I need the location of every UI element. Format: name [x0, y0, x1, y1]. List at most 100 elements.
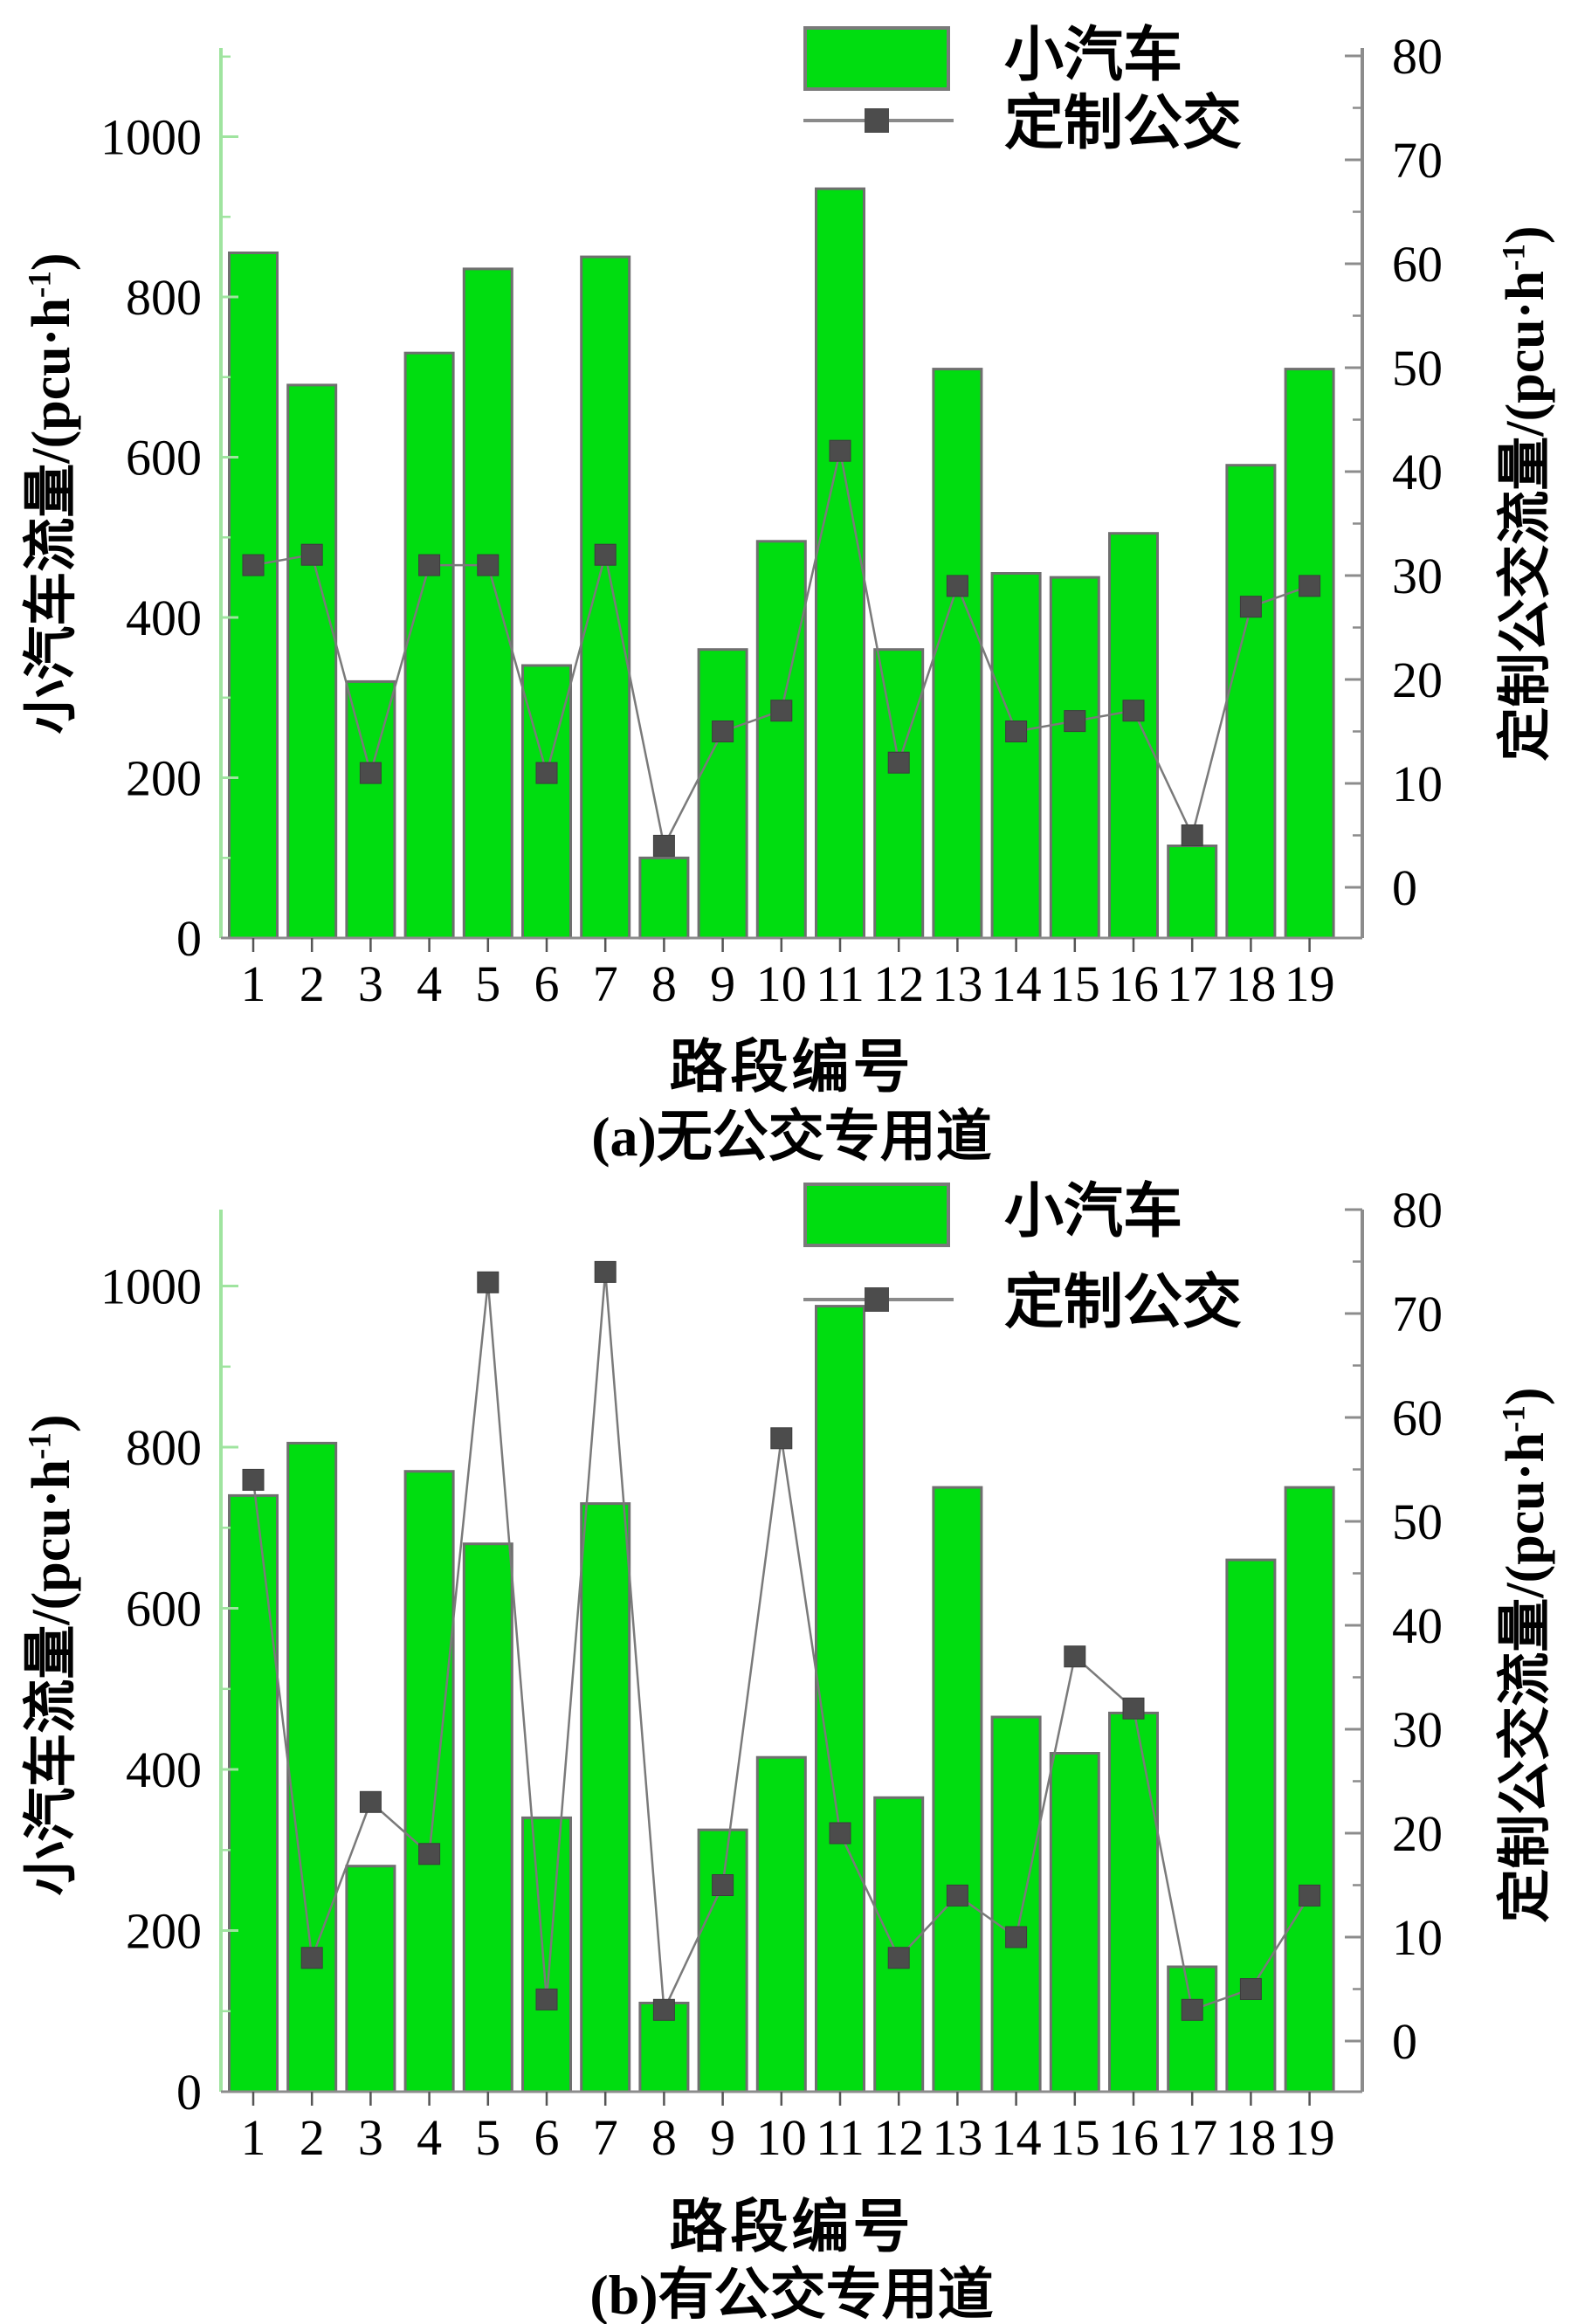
panel-a-left-axis-title: 小汽车流量/(pcu·h-1) — [6, 0, 85, 1105]
x-axis-tick-label: 3 — [358, 955, 383, 1012]
line-marker — [594, 1260, 617, 1283]
right-axis-tick-label: 0 — [1392, 859, 1417, 916]
car-bar — [462, 267, 513, 940]
car-bar — [345, 679, 396, 940]
x-axis-tick-label: 3 — [358, 2109, 383, 2166]
line-marker — [887, 1947, 910, 1969]
x-axis-tick-label: 14 — [991, 955, 1042, 1012]
line-marker — [1299, 1884, 1321, 1907]
right-axis-tick-label: 50 — [1392, 340, 1443, 397]
car-bar — [1167, 1965, 1218, 2093]
car-bar — [345, 1865, 396, 2093]
car-bar — [521, 1816, 572, 2093]
x-axis-tick-label: 14 — [991, 2109, 1042, 2166]
axis-title-text: ) — [1496, 225, 1555, 245]
x-axis-tick-label: 16 — [1108, 2109, 1159, 2166]
line-marker — [652, 834, 675, 857]
x-axis-tick-label: 2 — [300, 955, 325, 1012]
legend-square-marker-icon — [865, 108, 889, 133]
x-axis-tick-label: 15 — [1050, 955, 1100, 1012]
car-bar — [1049, 1752, 1100, 2093]
right-axis-tick-label: 20 — [1392, 652, 1443, 708]
x-axis: 1 2 3 4 5 6 7 8 9 10 11 12 13 14 15 16 17 18 19 — [221, 936, 1362, 1012]
line-marker — [1122, 1697, 1145, 1720]
x-axis-tick-label: 13 — [932, 955, 982, 1012]
x-axis-tick-label: 13 — [932, 2109, 982, 2166]
right-axis-tick-label: 50 — [1392, 1493, 1443, 1550]
car-bar — [638, 856, 690, 940]
car-bar — [697, 648, 748, 940]
line-marker — [887, 751, 910, 774]
line-marker — [242, 1468, 265, 1491]
axis-title-text: 小汽车流量/(pcu·h — [22, 298, 81, 734]
line-marker — [1005, 1926, 1028, 1948]
axis-title-superscript: -1 — [22, 271, 59, 299]
line-marker — [1239, 1978, 1262, 2000]
car-bar — [1108, 532, 1159, 940]
axis-title-text: ) — [1496, 1387, 1555, 1406]
left-axis-tick-label: 600 — [126, 430, 202, 486]
left-axis-tick-label: 200 — [126, 1903, 202, 1960]
line-marker — [1064, 710, 1086, 733]
panel-b-caption: (b)有公交专用道 — [589, 2264, 994, 2324]
legend-square-marker-icon — [865, 1287, 889, 1312]
line-marker — [946, 1884, 968, 1907]
left-axis-tick-label: 400 — [126, 1741, 202, 1798]
car-bars-group — [228, 187, 1335, 940]
x-axis-tick-label: 4 — [417, 2109, 442, 2166]
axis-title-superscript: -1 — [1496, 244, 1533, 272]
x-axis-tick-label: 18 — [1225, 2109, 1276, 2166]
line-marker — [1239, 596, 1262, 618]
right-axis-tick-label: 30 — [1392, 1701, 1443, 1758]
panel-a-caption: (a)无公交专用道 — [591, 1106, 992, 1168]
car-bar — [1284, 368, 1335, 940]
right-axis-tick-label: 0 — [1392, 2013, 1417, 2070]
line-marker — [418, 1843, 441, 1865]
car-bar — [990, 1715, 1042, 2093]
x-axis-tick-label: 1 — [241, 955, 266, 1012]
right-axis-tick-label: 30 — [1392, 548, 1443, 604]
panel-b-left-axis-title: 小汽车流量/(pcu·h-1) — [6, 1044, 85, 2266]
right-axis-tick-label: 40 — [1392, 1597, 1443, 1654]
line-marker — [1122, 700, 1145, 722]
line-marker — [594, 543, 617, 566]
car-bar — [462, 1542, 513, 2093]
right-axis-tick-label: 70 — [1392, 1286, 1443, 1342]
car-bar — [580, 1502, 631, 2093]
x-axis-tick-label: 15 — [1050, 2109, 1100, 2166]
panel-b-right-axis-title: 定制公交流量/(pcu·h-1) — [1480, 1044, 1559, 2266]
left-axis: 0 200 400 600 800 1000 — [100, 48, 238, 967]
left-axis-tick-label: 800 — [126, 1419, 202, 1476]
line-marker — [712, 1874, 734, 1896]
car-bar — [403, 1470, 455, 2093]
left-axis-tick-label: 1000 — [100, 1259, 202, 1315]
car-bar — [1225, 464, 1277, 940]
left-axis-tick-label: 0 — [176, 2064, 202, 2121]
line-marker — [300, 1947, 323, 1969]
right-axis-tick-label: 10 — [1392, 755, 1443, 812]
line-marker — [652, 1998, 675, 2021]
legend-bus-label: 定制公交 — [1004, 90, 1243, 156]
axis-title-text: 小汽车流量/(pcu·h — [22, 1459, 81, 1896]
line-marker — [770, 700, 793, 722]
line-marker — [535, 1988, 558, 2010]
left-axis-tick-label: 400 — [126, 590, 202, 646]
x-axis: 1 2 3 4 5 6 7 8 9 10 11 12 13 14 15 16 17 18 19 — [221, 2090, 1362, 2166]
left-axis-tick-label: 0 — [176, 910, 202, 967]
x-axis-tick-label: 12 — [873, 2109, 924, 2166]
x-axis-tick-label: 7 — [593, 955, 618, 1012]
axis-title-text: ) — [22, 1414, 81, 1433]
left-axis-tick-label: 600 — [126, 1581, 202, 1638]
panel-b-xaxis-title: 路段编号 — [669, 2196, 914, 2259]
car-bar — [228, 252, 279, 940]
car-bar — [228, 1493, 279, 2093]
right-axis-tick-label: 40 — [1392, 444, 1443, 500]
x-axis-tick-label: 5 — [475, 2109, 500, 2166]
legend-car-label: 小汽车 — [1004, 1178, 1183, 1245]
x-axis-tick-label: 16 — [1108, 955, 1159, 1012]
legend-bus-line-sample — [803, 1286, 954, 1314]
panel-a-right-axis-title: 定制公交流量/(pcu·h-1) — [1480, 0, 1559, 1105]
axis-title-superscript: -1 — [1496, 1405, 1533, 1433]
